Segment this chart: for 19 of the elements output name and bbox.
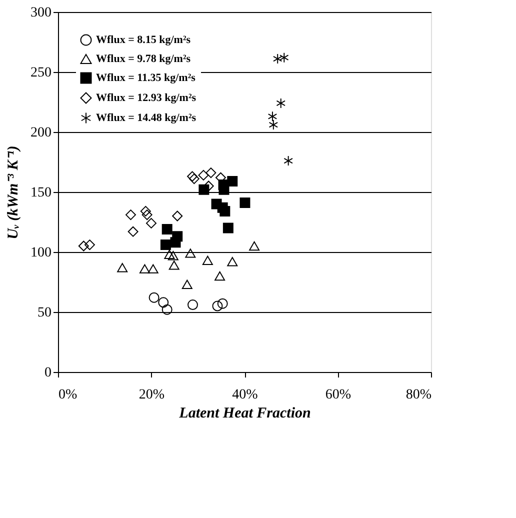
x-tick-label: 80% [406, 388, 432, 402]
legend-label: Wflux = 14.48 kg/m²s [96, 112, 197, 124]
legend-label: Wflux = 12.93 kg/m²s [96, 92, 197, 104]
x-tick-label: 20% [138, 388, 165, 402]
x-axis-title: Latent Heat Fraction [178, 406, 311, 422]
y-tick-label: 50 [38, 306, 52, 320]
x-tick-label: 60% [325, 388, 352, 402]
legend-label: Wflux = 11.35 kg/m²s [96, 72, 196, 84]
legend-label: Wflux = 8.15 kg/m²s [96, 34, 192, 46]
y-tick-label: 200 [30, 126, 52, 140]
y-axis-title: Uᵥ (kWm⁻³ K⁻¹) [6, 146, 22, 240]
y-tick-label: 0 [44, 366, 52, 380]
x-tick-label: 0% [58, 388, 78, 402]
y-tick-label: 150 [30, 186, 52, 200]
y-tick-label: 100 [30, 246, 52, 260]
y-tick-label: 300 [30, 6, 52, 20]
x-tick-label: 40% [232, 388, 258, 402]
y-tick-label: 250 [30, 66, 52, 80]
legend-label: Wflux = 9.78 kg/m²s [96, 53, 192, 65]
